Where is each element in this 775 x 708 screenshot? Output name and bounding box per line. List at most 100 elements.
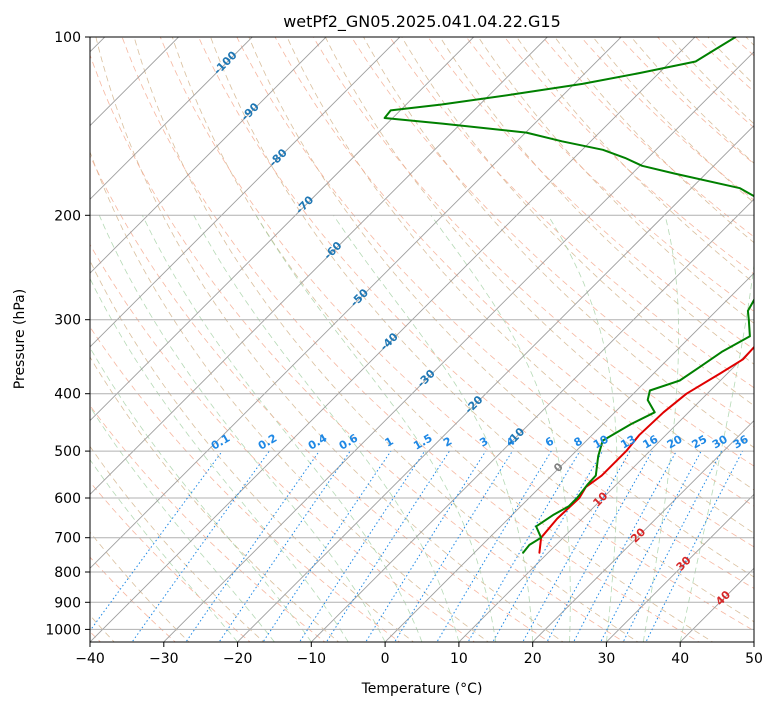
theta-e-line bbox=[159, 37, 754, 632]
dry-adiabat-line bbox=[210, 37, 754, 623]
y-tick-label: 100 bbox=[54, 30, 81, 46]
isotherm-line bbox=[90, 37, 475, 422]
dry-adiabat-line bbox=[90, 445, 265, 642]
moist-adiabat-line bbox=[90, 277, 349, 642]
dry-adiabat-line bbox=[171, 37, 714, 642]
chart-title: wetPf2_GN05.2025.041.04.22.G15 bbox=[283, 12, 561, 32]
dry-adiabat-line bbox=[90, 259, 415, 642]
mixing-ratio-line bbox=[298, 450, 426, 642]
dry-adiabat-line bbox=[324, 37, 754, 491]
theta-e-line bbox=[90, 481, 251, 642]
dry-adiabat-line bbox=[439, 37, 754, 365]
isotherm-line bbox=[384, 272, 754, 642]
isotherm-line bbox=[90, 37, 401, 348]
moist-adiabat-line bbox=[90, 459, 238, 642]
mixing-ratio-line bbox=[622, 450, 723, 642]
isotherm-line bbox=[90, 37, 253, 200]
moist-adiabat-line bbox=[90, 406, 275, 642]
theta-e-line bbox=[198, 37, 754, 589]
theta-e-line bbox=[274, 37, 754, 507]
moist-adiabat-line bbox=[679, 262, 754, 642]
moist-adiabat-line bbox=[142, 215, 423, 642]
theta-e-line bbox=[312, 37, 754, 467]
moist-adiabat-line bbox=[333, 215, 534, 642]
dry-adiabat-line bbox=[90, 150, 489, 642]
moist-adiabat-line bbox=[642, 215, 679, 642]
theta-e-line bbox=[580, 37, 754, 201]
isotherm-line bbox=[458, 346, 754, 642]
y-tick-label: 700 bbox=[54, 531, 81, 547]
mixing-ratio-line bbox=[600, 450, 702, 642]
theta-e-line bbox=[465, 37, 754, 312]
x-tick-label: 30 bbox=[597, 651, 615, 667]
dry-adiabat-line bbox=[516, 37, 754, 284]
axes-layer: −40 −30 −20 −10 0 10 20 30 40 50 100 200 300 400 500 60… bbox=[45, 30, 763, 667]
theta-e-line bbox=[236, 37, 754, 548]
mixing-ratio-line bbox=[546, 450, 653, 642]
mixing-ratio-line bbox=[467, 450, 581, 642]
isotherm-line bbox=[310, 198, 754, 642]
dry-adiabat-line bbox=[554, 37, 754, 244]
mixing-ratio-line bbox=[436, 450, 552, 642]
theta-e-line bbox=[542, 37, 754, 238]
mixing-ratio-line bbox=[572, 450, 677, 642]
plot-frame bbox=[89, 36, 755, 643]
theta-e-line bbox=[618, 37, 754, 165]
x-tick-label: 10 bbox=[450, 651, 468, 667]
theta-e-line bbox=[90, 53, 625, 642]
isotherm-line bbox=[90, 37, 696, 642]
plot-background bbox=[90, 37, 754, 642]
temperature-profile-line bbox=[538, 345, 754, 554]
x-tick-label: −10 bbox=[297, 651, 327, 667]
x-tick-label: −30 bbox=[149, 651, 179, 667]
dry-adiabat-line bbox=[630, 37, 754, 164]
dry-adiabat-line bbox=[90, 356, 340, 642]
mixing-ratio-line bbox=[645, 450, 743, 642]
dry-adiabat-line bbox=[90, 531, 190, 642]
y-tick-label: 600 bbox=[54, 491, 81, 507]
mixing-ratio-line bbox=[394, 450, 513, 642]
theta-e-line bbox=[121, 37, 700, 642]
dry-adiabat-line bbox=[477, 37, 754, 324]
mixing-ratio-line bbox=[185, 450, 320, 642]
theta-e-line bbox=[427, 37, 754, 350]
dry-adiabat-line bbox=[363, 37, 754, 449]
theta-e-line bbox=[90, 243, 476, 642]
y-tick-label: 1000 bbox=[45, 622, 81, 638]
x-tick-label: 50 bbox=[745, 651, 763, 667]
x-tick-label: 40 bbox=[671, 651, 689, 667]
isotherm-line bbox=[90, 37, 549, 496]
grid-layer bbox=[90, 37, 754, 642]
dry-adiabat-line bbox=[133, 37, 639, 642]
x-tick-label: −40 bbox=[75, 651, 105, 667]
y-tick-label: 800 bbox=[54, 565, 81, 581]
data-layer bbox=[383, 37, 754, 554]
isotherm-line bbox=[90, 37, 327, 274]
theta-e-line bbox=[90, 154, 551, 642]
dry-adiabat-line bbox=[248, 37, 754, 578]
y-tick-label: 300 bbox=[54, 313, 81, 329]
dewpoint-profile-line bbox=[383, 37, 754, 554]
x-tick-label: −20 bbox=[223, 651, 253, 667]
dry-adiabat-line bbox=[401, 37, 754, 407]
y-tick-label: 500 bbox=[54, 444, 81, 460]
x-tick-label: 0 bbox=[381, 651, 390, 667]
mixing-ratio-line bbox=[492, 450, 604, 642]
isotherm-line bbox=[163, 51, 754, 642]
moist-adiabat-line bbox=[98, 215, 386, 642]
theta-e-line bbox=[90, 326, 401, 642]
y-tick-label: 400 bbox=[54, 387, 81, 403]
x-tick-label: 20 bbox=[524, 651, 542, 667]
x-axis-title: Temperature (°C) bbox=[361, 681, 483, 697]
moist-adiabat-line bbox=[193, 215, 460, 642]
moist-adiabat-line bbox=[547, 215, 618, 642]
mixing-ratio-line bbox=[218, 450, 351, 642]
isotherm-line bbox=[236, 124, 754, 642]
dry-adiabat-line bbox=[95, 37, 564, 642]
theta-e-line bbox=[351, 37, 754, 428]
moist-adiabat-line bbox=[90, 346, 312, 642]
mixing-ratio-line bbox=[522, 450, 631, 642]
isotherm-line bbox=[90, 37, 622, 569]
isotherm-line bbox=[605, 493, 754, 642]
